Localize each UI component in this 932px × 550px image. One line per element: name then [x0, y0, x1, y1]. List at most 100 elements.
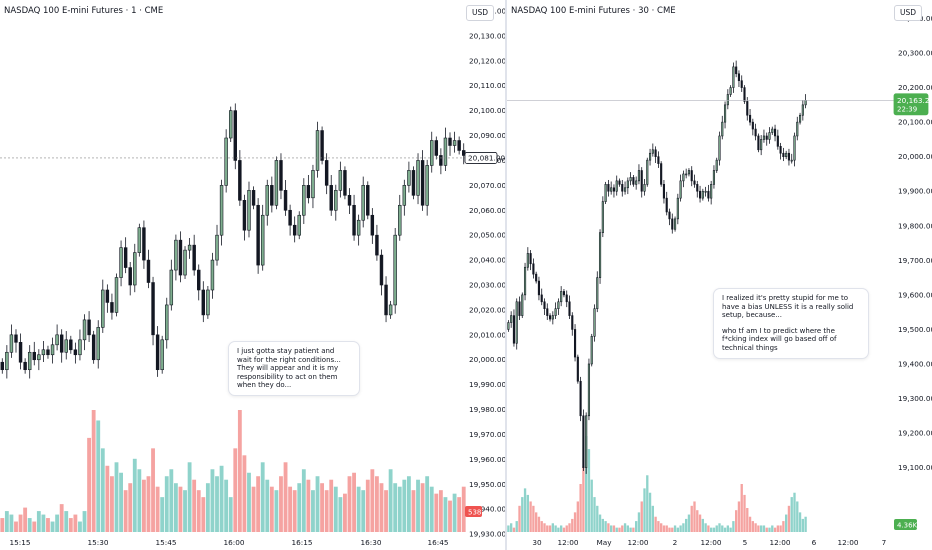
candle-body [224, 137, 228, 186]
candle-body [315, 130, 320, 171]
volume-bar [590, 479, 593, 532]
volume-bar [46, 518, 50, 532]
volume-bar [18, 514, 23, 532]
volume-bar [515, 521, 518, 532]
y-axis-label: 19,970.00 [469, 430, 505, 439]
volume-bar [704, 523, 707, 532]
chart-panel-right[interactable]: 20,400.0020,300.0020,200.0020,100.0020,0… [507, 0, 932, 550]
volume-bar [640, 501, 643, 532]
volume-bar [737, 501, 741, 532]
candle-body [518, 301, 521, 316]
volume-bar [411, 490, 416, 532]
candle-body [260, 214, 265, 266]
candle-body [521, 294, 524, 316]
candle-body [785, 152, 788, 157]
candlestick-chart-left[interactable]: 20,140.0020,130.0020,120.0020,110.0020,1… [0, 0, 505, 550]
chart-panel-left[interactable]: 20,140.0020,130.0020,120.0020,110.0020,1… [0, 0, 505, 550]
currency-button-right[interactable]: USD [894, 5, 922, 21]
x-axis-label: 5 [743, 538, 748, 547]
candle-body [765, 135, 768, 140]
candle-body [573, 329, 577, 358]
volume-bar [685, 518, 688, 532]
candle-body [270, 185, 274, 206]
candle-body [546, 308, 549, 316]
candle-body [773, 128, 777, 137]
candle-body [560, 291, 563, 303]
candle-body [629, 177, 632, 182]
candle-body [651, 149, 654, 154]
candle-body [187, 244, 192, 251]
candle-body [219, 185, 224, 236]
candlestick-chart-right[interactable]: 20,400.0020,300.0020,200.0020,100.0020,0… [507, 0, 932, 550]
y-axis-label: 19,930.00 [469, 530, 505, 539]
note-left-text: I just gotta stay patient and wait for t… [237, 347, 341, 390]
candle-body [626, 180, 629, 189]
candle-body [604, 184, 607, 202]
y-axis-label: 20,050.00 [469, 231, 505, 240]
candle-body [343, 170, 347, 196]
y-axis-label: 20,000.00 [898, 152, 932, 161]
volume-bar [776, 525, 779, 532]
candle-body [507, 322, 510, 330]
last-price-tag [893, 93, 929, 116]
volume-bar [621, 525, 624, 532]
volume-bar [128, 483, 133, 532]
candle-body [576, 356, 579, 382]
volume-bar [132, 458, 137, 532]
y-axis-label: 20,060.00 [469, 206, 505, 215]
candle-body [707, 190, 710, 199]
candle-body [582, 415, 585, 468]
candle-body [687, 170, 691, 175]
volume-bar [593, 497, 596, 532]
candle-body [370, 214, 375, 236]
candle-body [693, 180, 696, 185]
x-axis-label: 2 [673, 538, 678, 547]
volume-bar [635, 521, 638, 532]
candle-body [361, 185, 365, 221]
candle-body [637, 170, 641, 182]
candle-body [87, 319, 91, 336]
candle-body [274, 160, 279, 206]
volume-bar [311, 490, 315, 532]
volume-bar [365, 479, 370, 532]
candle-body [615, 180, 618, 192]
candle-body [562, 291, 566, 296]
volume-bar [169, 469, 174, 532]
note-right[interactable]: I realized it's pretty stupid for me to … [713, 288, 869, 359]
volume-bar [757, 525, 760, 532]
volume-bar [228, 497, 233, 532]
candle-body [311, 170, 315, 199]
volume-bar [718, 523, 721, 532]
volume-bar [393, 483, 398, 532]
y-axis-label: 19,300.00 [898, 394, 932, 403]
volume-bar [224, 479, 229, 532]
volume-bar [178, 486, 183, 532]
volume-bar [612, 525, 616, 532]
candle-body [114, 277, 119, 313]
candle-body [557, 301, 560, 309]
x-axis-label: May [596, 538, 612, 547]
candle-body [568, 301, 571, 316]
volume-bar [729, 527, 732, 532]
candle-body [96, 327, 100, 361]
note-left[interactable]: I just gotta stay patient and wait for t… [228, 341, 360, 396]
candle-body [787, 152, 791, 161]
volume-bar [779, 525, 782, 532]
volume-bar [173, 483, 178, 532]
volume-bar [50, 521, 55, 532]
currency-button-left[interactable]: USD [466, 5, 494, 21]
candle-body [587, 363, 591, 417]
candle-body [710, 184, 713, 199]
candle-body [657, 156, 660, 164]
candle-body [768, 132, 771, 140]
candle-body [457, 140, 461, 151]
volume-bar [78, 521, 82, 532]
candle-body [411, 170, 416, 196]
volume-bar [637, 512, 641, 532]
volume-bar [41, 514, 46, 532]
y-axis-label: 19,400.00 [898, 359, 932, 368]
panel-divider[interactable] [505, 0, 507, 550]
volume-bar [279, 476, 283, 532]
last-price-label: 20,081.00 [468, 153, 505, 162]
candle-body [685, 173, 688, 176]
